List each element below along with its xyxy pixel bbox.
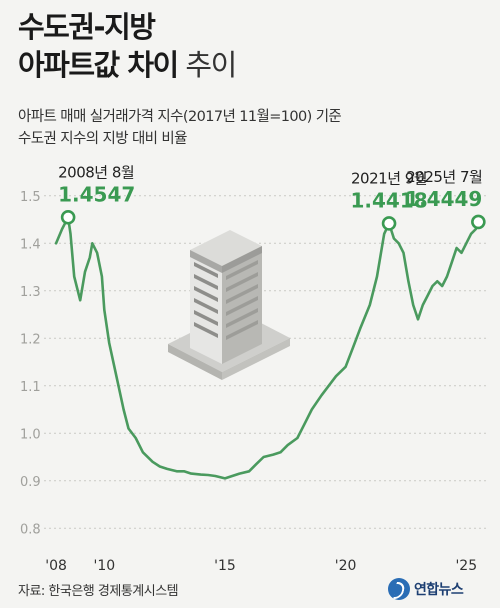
building-illustration — [168, 230, 290, 380]
y-tick-label: 1.0 — [20, 427, 41, 442]
y-tick-label: 1.4 — [20, 237, 41, 252]
highlight-marker — [62, 211, 74, 223]
yonhap-logo-icon — [388, 578, 410, 600]
x-tick-label: '15 — [214, 558, 236, 574]
y-tick-label: 0.8 — [20, 522, 41, 537]
y-tick-label: 1.3 — [20, 285, 41, 300]
annotation-date: 2025년 7월 — [406, 168, 482, 186]
y-tick-label: 1.2 — [20, 332, 41, 347]
x-axis-ticks: '08 '10 '15 '20 '25 — [45, 558, 477, 574]
y-axis-ticks: 0.8 0.9 1.0 1.1 1.2 1.3 1.4 1.5 — [20, 190, 41, 538]
grid-lines — [44, 196, 488, 529]
source-note: 자료: 한국은행 경제통계시스템 — [18, 580, 178, 599]
y-tick-label: 1.5 — [20, 190, 41, 205]
x-tick-label: '08 — [45, 558, 67, 574]
annotation-value: 1.4449 — [405, 187, 482, 211]
annotation-value: 1.4547 — [58, 182, 135, 206]
yonhap-logo: 연합뉴스 — [388, 578, 463, 600]
x-tick-label: '10 — [93, 558, 115, 574]
logo-text: 연합뉴스 — [414, 579, 463, 599]
x-tick-label: '20 — [335, 558, 357, 574]
x-tick-label: '25 — [455, 558, 477, 574]
y-tick-label: 1.1 — [20, 380, 41, 395]
highlight-marker — [472, 216, 484, 228]
highlight-marker — [383, 217, 395, 229]
annotation-date: 2008년 8월 — [58, 163, 134, 181]
y-tick-label: 0.9 — [20, 475, 41, 490]
